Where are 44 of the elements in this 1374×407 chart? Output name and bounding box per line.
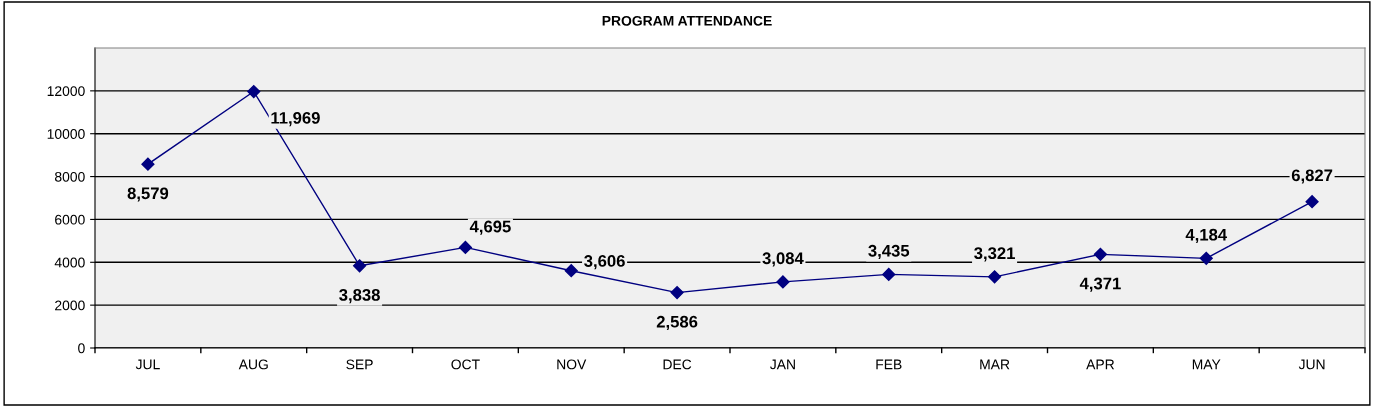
x-tick-label: APR: [1086, 359, 1115, 370]
x-tick-label: JUL: [135, 359, 160, 370]
y-tick-label: 6000: [55, 214, 85, 225]
x-tick-label: MAY: [1192, 359, 1221, 370]
x-tick-label: MAR: [980, 359, 1010, 370]
data-label: 4,695: [469, 220, 511, 235]
data-label: 3,084: [762, 252, 804, 267]
data-label: 3,838: [339, 288, 380, 304]
point: [882, 267, 896, 281]
y-tick-label: 4000: [54, 257, 85, 268]
x-tick-label: DEC: [663, 359, 692, 370]
chart-title: PROGRAM ATTENDANCE: [602, 15, 772, 26]
data-label: 2,586: [656, 315, 698, 331]
data-label: 3,435: [868, 244, 910, 260]
y-tick-label: 0: [78, 343, 85, 354]
data-label: 4,184: [1185, 228, 1228, 244]
point: [670, 285, 684, 300]
data-label: 6,827: [1291, 169, 1333, 184]
data-label: 11,969: [271, 111, 320, 127]
point: [1199, 251, 1213, 265]
x-tick-label: AUG: [238, 359, 268, 370]
point: [1093, 247, 1108, 261]
x-tick-label: JAN: [770, 359, 795, 370]
point: [1305, 195, 1319, 209]
data-label: 8,579: [127, 187, 169, 202]
data-label: 4,371: [1079, 277, 1121, 292]
data-label: 3,606: [584, 255, 625, 270]
point: [564, 264, 578, 278]
data-label: 3,321: [974, 247, 1015, 262]
point: [987, 270, 1002, 284]
x-tick-label: FEB: [876, 359, 902, 370]
y-tick-label: 12000: [47, 86, 85, 97]
x-tick-label: SEP: [346, 359, 373, 370]
x-tick-label: OCT: [451, 359, 480, 370]
point: [458, 240, 473, 254]
y-tick-label: 10000: [47, 129, 85, 139]
x-tick-label: NOV: [557, 359, 587, 370]
y-tick-label: 8000: [54, 171, 85, 182]
point: [247, 84, 261, 99]
point: [352, 259, 367, 273]
x-tick-label: JUN: [1298, 359, 1325, 370]
point: [141, 157, 155, 171]
point: [776, 275, 790, 289]
y-tick-label: 2000: [55, 300, 85, 311]
